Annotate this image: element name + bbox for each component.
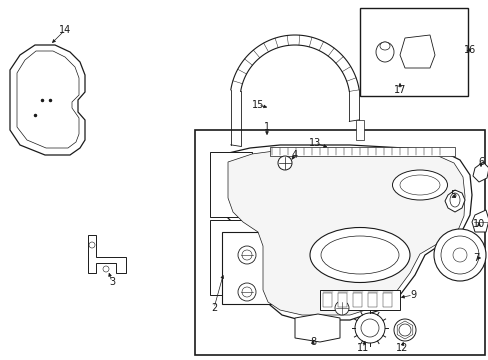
Text: 12: 12	[395, 343, 407, 353]
Text: 13: 13	[308, 138, 321, 148]
Bar	[319, 290, 399, 310]
Ellipse shape	[320, 236, 398, 274]
Bar	[209, 152, 251, 217]
Ellipse shape	[103, 266, 109, 272]
Text: 17: 17	[393, 85, 406, 95]
Ellipse shape	[393, 319, 415, 341]
Polygon shape	[472, 162, 488, 182]
Bar	[222, 232, 271, 304]
Ellipse shape	[238, 246, 256, 264]
Bar	[269, 147, 454, 156]
Ellipse shape	[379, 42, 389, 50]
Bar	[209, 220, 264, 295]
Bar	[359, 8, 467, 96]
Ellipse shape	[238, 283, 256, 301]
Bar	[382, 293, 391, 307]
Ellipse shape	[398, 324, 410, 336]
Ellipse shape	[89, 242, 95, 248]
Polygon shape	[399, 35, 434, 68]
Polygon shape	[17, 51, 79, 148]
Polygon shape	[10, 45, 85, 155]
Text: 4: 4	[291, 150, 298, 160]
Ellipse shape	[452, 248, 466, 262]
Ellipse shape	[433, 229, 485, 281]
Ellipse shape	[440, 236, 478, 274]
Polygon shape	[294, 314, 339, 342]
Ellipse shape	[354, 313, 384, 343]
Ellipse shape	[449, 193, 459, 207]
Polygon shape	[88, 235, 126, 273]
Ellipse shape	[375, 42, 393, 62]
Text: 5: 5	[449, 190, 455, 200]
Bar	[367, 293, 376, 307]
Ellipse shape	[392, 170, 447, 200]
Ellipse shape	[242, 287, 251, 297]
Ellipse shape	[334, 301, 348, 315]
Ellipse shape	[242, 250, 251, 260]
Polygon shape	[471, 210, 488, 232]
Polygon shape	[444, 190, 464, 212]
Text: 6: 6	[477, 157, 483, 167]
Text: 10: 10	[472, 219, 484, 229]
Bar	[355, 120, 364, 140]
Text: 2: 2	[210, 303, 217, 313]
Text: 15: 15	[251, 100, 264, 110]
Text: 7: 7	[472, 253, 478, 263]
Ellipse shape	[278, 156, 291, 170]
Ellipse shape	[399, 175, 439, 195]
Text: 8: 8	[309, 337, 315, 347]
Bar	[337, 293, 346, 307]
Ellipse shape	[309, 228, 409, 283]
Text: 9: 9	[409, 290, 415, 300]
Polygon shape	[220, 145, 471, 320]
Text: 14: 14	[59, 25, 71, 35]
Text: 1: 1	[264, 122, 269, 132]
Text: 3: 3	[109, 277, 115, 287]
Bar	[195, 130, 484, 355]
Text: 11: 11	[356, 343, 368, 353]
Ellipse shape	[360, 319, 378, 337]
Text: 16: 16	[463, 45, 475, 55]
Polygon shape	[227, 150, 464, 315]
Bar	[323, 293, 331, 307]
Bar	[352, 293, 361, 307]
